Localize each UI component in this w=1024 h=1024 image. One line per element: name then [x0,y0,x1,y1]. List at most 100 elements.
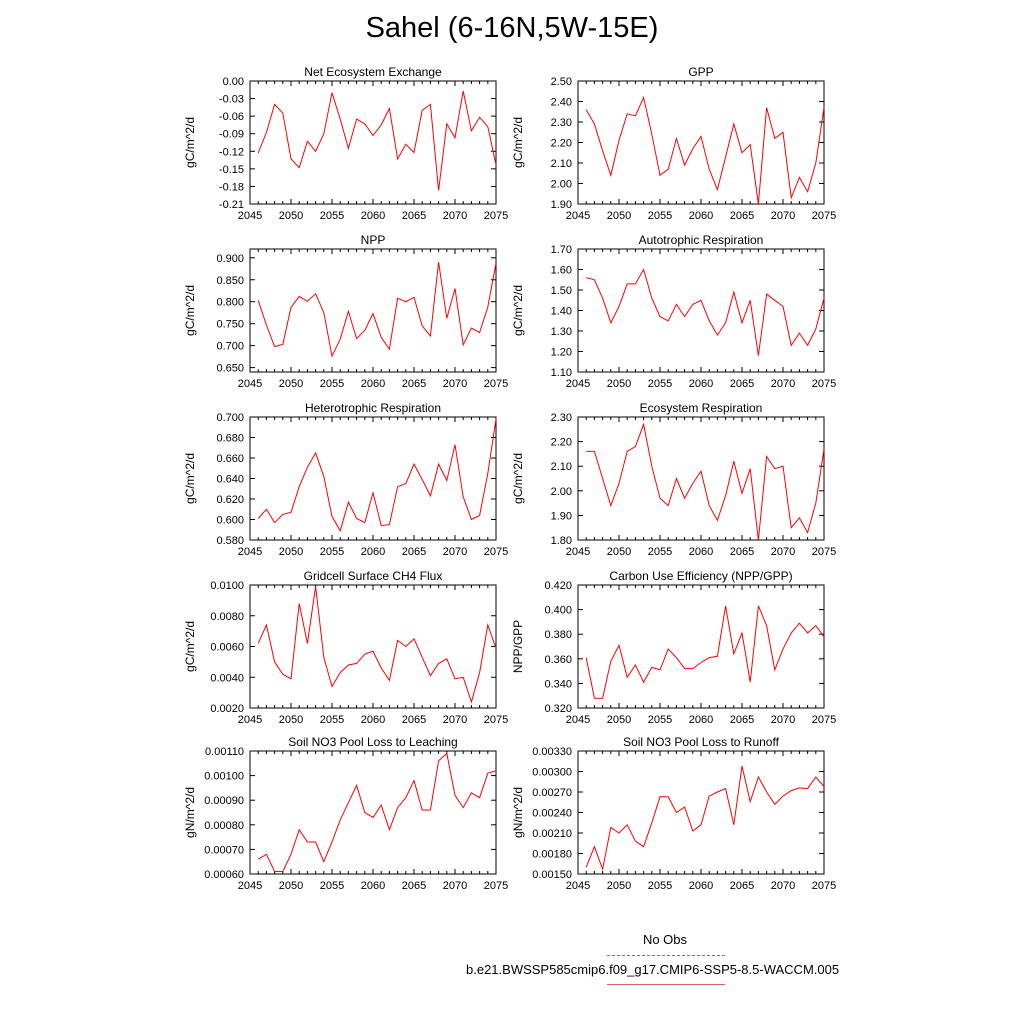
plot-frame [249,584,497,709]
series-line [257,90,497,191]
x-tick-label: 2050 [607,880,631,892]
y-tick-label: 2.40 [551,97,572,109]
panel-title: Heterotrophic Respiration [305,401,441,415]
x-tick-label: 2075 [484,714,508,726]
y-tick-label: 0.900 [216,253,244,265]
y-axis-label: gC/m^2/d [511,285,525,336]
plot-frame [577,80,825,205]
x-tick-label: 2045 [238,378,262,390]
x-tick-label: 2050 [279,210,303,222]
y-tick-label: 1.80 [551,535,572,547]
chart-panel-2: GPP gC/m^2/d 2045 2050 2055 2060 2065 2070 2075 1… [511,65,836,222]
x-tick-label: 2060 [361,378,385,390]
legend-model-line [607,984,725,985]
y-tick-label: 2.30 [551,412,572,424]
y-tick-label: 0.00210 [532,828,572,840]
x-tick-label: 2055 [320,714,344,726]
series-line [585,605,825,699]
x-tick-label: 2070 [443,880,467,892]
x-tick-label: 2060 [361,210,385,222]
y-tick-label: 0.0100 [210,580,244,592]
y-tick-label: 0.650 [216,363,244,375]
y-axis-label: NPP/GPP [511,620,525,673]
x-tick-label: 2050 [607,210,631,222]
x-tick-label: 2070 [443,546,467,558]
x-tick-label: 2060 [689,880,713,892]
y-axis-label: gC/m^2/d [183,117,197,168]
y-tick-label: 1.90 [551,510,572,522]
y-tick-label: 0.0060 [210,642,244,654]
panel-title: Gridcell Surface CH4 Flux [304,569,443,583]
x-tick-label: 2075 [812,880,836,892]
y-axis-label: gC/m^2/d [511,453,525,504]
chart-panel-4: Autotrophic Respiration gC/m^2/d 2045 2050 2… [511,233,836,390]
chart-panel-7: Gridcell Surface CH4 Flux gC/m^2/d 2045 205… [183,569,508,726]
series-line [585,95,825,205]
y-tick-label: 1.90 [551,199,572,211]
y-tick-label: 2.10 [551,461,572,473]
x-tick-label: 2060 [361,714,385,726]
plot-frame [249,416,497,541]
chart-panel-1: Net Ecosystem Exchange gC/m^2/d 2045 2050 20… [183,65,508,222]
y-tick-label: 0.340 [544,678,572,690]
x-tick-label: 2050 [607,378,631,390]
x-tick-label: 2075 [484,546,508,558]
y-tick-label: -0.18 [219,181,244,193]
x-tick-label: 2045 [566,378,590,390]
x-tick-label: 2055 [320,546,344,558]
plot-frame [577,584,825,709]
y-tick-label: 2.30 [551,117,572,129]
x-tick-label: 2060 [689,210,713,222]
y-tick-label: -0.15 [219,164,244,176]
x-tick-label: 2065 [730,546,754,558]
x-tick-label: 2075 [812,210,836,222]
y-tick-label: 0.00180 [532,849,572,861]
y-tick-label: 1.60 [551,265,572,277]
x-tick-label: 2055 [648,714,672,726]
x-tick-label: 2055 [648,546,672,558]
y-tick-label: 0.700 [216,341,244,353]
panel-title: NPP [361,233,386,247]
x-tick-label: 2070 [771,210,795,222]
x-tick-label: 2055 [320,378,344,390]
y-tick-label: 0.580 [216,535,244,547]
plot-frame [249,248,497,373]
y-tick-label: 0.700 [216,412,244,424]
x-tick-label: 2045 [238,714,262,726]
x-tick-label: 2070 [771,880,795,892]
x-tick-label: 2075 [812,546,836,558]
y-tick-label: 0.00 [223,76,244,88]
chart-panel-8: Carbon Use Efficiency (NPP/GPP) NPP/GPP 20… [511,569,836,726]
x-tick-label: 2065 [402,714,426,726]
plot-frame [577,248,825,373]
y-tick-label: -0.09 [219,129,244,141]
x-tick-label: 2050 [279,714,303,726]
panel-title: GPP [688,65,713,79]
x-tick-label: 2075 [484,210,508,222]
y-tick-label: 0.640 [216,474,244,486]
x-tick-label: 2055 [320,880,344,892]
y-tick-label: 0.750 [216,319,244,331]
y-tick-label: 0.400 [544,605,572,617]
y-tick-label: 0.00240 [532,808,572,820]
y-tick-label: 0.00070 [204,844,244,856]
x-tick-label: 2060 [361,546,385,558]
x-tick-label: 2075 [484,880,508,892]
plot-frame [577,416,825,541]
legend-no-obs-label: No Obs [642,932,688,947]
y-axis-label: gC/m^2/d [183,621,197,672]
x-tick-label: 2070 [771,546,795,558]
x-tick-label: 2065 [730,880,754,892]
y-tick-label: 0.600 [216,515,244,527]
y-tick-label: 1.50 [551,285,572,297]
y-tick-label: 2.50 [551,76,572,88]
x-tick-label: 2050 [607,714,631,726]
y-tick-label: 2.20 [551,138,572,150]
chart-panel-5: Heterotrophic Respiration gC/m^2/d 2045 205… [183,401,508,558]
x-tick-label: 2045 [238,880,262,892]
y-tick-label: 0.00270 [532,787,572,799]
plot-frame [577,750,825,875]
x-tick-label: 2055 [648,880,672,892]
y-tick-label: 2.10 [551,158,572,170]
x-tick-label: 2075 [484,378,508,390]
